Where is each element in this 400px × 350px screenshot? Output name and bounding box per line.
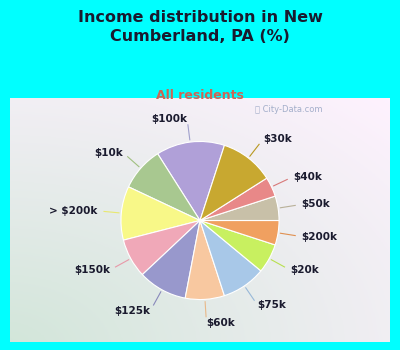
Text: $50k: $50k xyxy=(302,199,330,209)
Wedge shape xyxy=(200,145,267,220)
Wedge shape xyxy=(200,220,261,296)
Wedge shape xyxy=(124,220,200,275)
Wedge shape xyxy=(200,220,279,245)
Wedge shape xyxy=(200,220,275,271)
Text: ⓘ City-Data.com: ⓘ City-Data.com xyxy=(255,105,322,114)
Wedge shape xyxy=(200,196,279,220)
Text: > $200k: > $200k xyxy=(49,206,98,216)
Text: $10k: $10k xyxy=(94,148,123,158)
Wedge shape xyxy=(158,141,224,220)
Text: $100k: $100k xyxy=(151,113,187,124)
Wedge shape xyxy=(200,178,275,220)
Bar xyxy=(0,98,10,350)
Wedge shape xyxy=(142,220,200,298)
Text: Income distribution in New
Cumberland, PA (%): Income distribution in New Cumberland, P… xyxy=(78,10,322,44)
Bar xyxy=(0,342,400,350)
Text: All residents: All residents xyxy=(156,89,244,102)
Wedge shape xyxy=(121,187,200,240)
Wedge shape xyxy=(185,220,224,300)
Text: $30k: $30k xyxy=(263,134,292,144)
Text: $75k: $75k xyxy=(258,301,287,310)
Text: $125k: $125k xyxy=(114,306,150,316)
Text: $200k: $200k xyxy=(302,232,338,242)
Text: $40k: $40k xyxy=(293,172,322,182)
Wedge shape xyxy=(128,154,200,220)
Text: $150k: $150k xyxy=(74,265,110,275)
Text: $20k: $20k xyxy=(290,265,319,275)
Text: $60k: $60k xyxy=(206,318,235,328)
Bar xyxy=(390,98,400,350)
